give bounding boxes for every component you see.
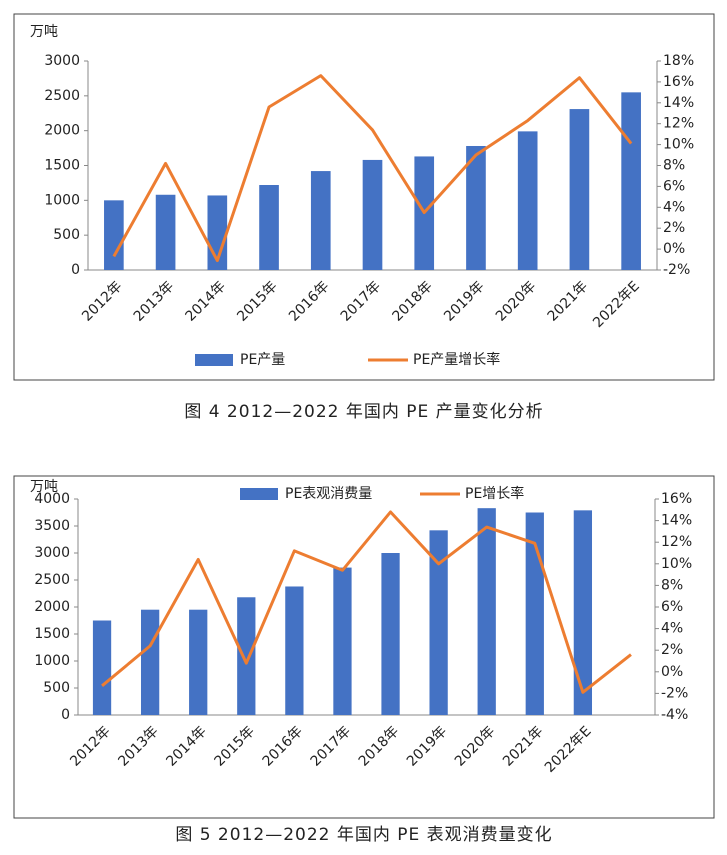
y2-tick-label: 0% <box>661 664 683 680</box>
x-tick-label: 2020年 <box>493 278 539 324</box>
bar <box>517 131 538 270</box>
x-tick-label: 2012年 <box>67 723 113 769</box>
y-tick-label: 3000 <box>44 53 80 69</box>
y-axis-label: 万吨 <box>30 24 58 40</box>
bar <box>237 597 256 715</box>
bar <box>362 159 383 270</box>
y2-tick-label: 10% <box>663 137 694 153</box>
x-tick-label: 2021年 <box>500 723 546 769</box>
x-tick-label: 2015年 <box>234 278 280 324</box>
bar <box>333 567 352 715</box>
bar <box>140 609 160 715</box>
bar <box>525 512 544 715</box>
y2-tick-label: 14% <box>663 95 694 111</box>
bar <box>569 109 590 270</box>
y-tick-label: 2000 <box>44 123 80 139</box>
bar <box>381 553 400 715</box>
caption: 图 4 2012—2022 年国内 PE 产量变化分析 <box>184 402 543 422</box>
x-tick-label: 2018年 <box>389 278 435 324</box>
chart-frame <box>13 13 715 381</box>
y2-tick-label: -4% <box>661 707 688 723</box>
y2-tick-label: -2% <box>663 262 690 278</box>
bar <box>259 185 279 270</box>
x-tick-label: 2013年 <box>115 723 161 769</box>
bar <box>189 609 208 715</box>
legend-swatch <box>195 354 233 366</box>
x-tick-label: 2014年 <box>163 723 209 769</box>
chart-frame <box>13 475 715 819</box>
y-tick-label: 1000 <box>34 653 70 669</box>
bar <box>310 171 331 270</box>
bar <box>155 194 176 270</box>
bar <box>92 620 112 715</box>
caption: 图 5 2012—2022 年国内 PE 表观消费量变化 <box>175 825 552 845</box>
x-tick-label: 2016年 <box>260 723 306 769</box>
y-tick-label: 3000 <box>34 545 70 561</box>
x-tick-label: 2022年E <box>590 278 643 331</box>
y2-tick-label: 16% <box>661 491 692 507</box>
y2-tick-label: 16% <box>663 74 694 90</box>
legend-swatch <box>240 488 278 500</box>
bar <box>429 530 448 715</box>
y-tick-label: 2000 <box>34 599 70 615</box>
y-tick-label: 500 <box>43 680 70 696</box>
x-tick-label: 2014年 <box>183 278 229 324</box>
y2-tick-label: 10% <box>661 556 692 572</box>
bar <box>621 92 641 270</box>
bar <box>477 508 496 715</box>
y2-tick-label: 18% <box>663 53 694 69</box>
x-tick-label: 2021年 <box>545 278 591 324</box>
legend-label: PE表观消费量 <box>285 486 372 502</box>
x-tick-label: 2016年 <box>286 278 332 324</box>
y-tick-label: 2500 <box>34 572 70 588</box>
x-tick-label: 2015年 <box>212 723 258 769</box>
y2-tick-label: 12% <box>663 116 694 132</box>
bar <box>573 510 593 715</box>
y2-tick-label: 8% <box>663 158 685 174</box>
bar <box>104 200 124 270</box>
y2-tick-label: 4% <box>661 621 683 637</box>
legend-label: PE产量 <box>240 352 285 368</box>
legend-label: PE产量增长率 <box>413 351 500 368</box>
y-tick-label: 4000 <box>34 491 70 507</box>
x-tick-label: 2017年 <box>338 278 384 324</box>
y-axis-label: 万吨 <box>30 479 58 495</box>
x-tick-label: 2020年 <box>452 723 498 769</box>
y2-tick-label: 2% <box>663 220 685 236</box>
legend-label: PE增长率 <box>465 485 524 502</box>
y-tick-label: 2500 <box>44 88 80 104</box>
line <box>101 510 632 694</box>
y-tick-label: 1500 <box>44 158 80 174</box>
y2-tick-label: 12% <box>661 534 692 550</box>
y-tick-label: 0 <box>61 707 70 723</box>
line <box>112 74 633 263</box>
y2-tick-label: 8% <box>661 577 683 593</box>
x-tick-label: 2018年 <box>356 723 402 769</box>
y2-tick-label: -2% <box>661 685 688 701</box>
x-tick-label: 2012年 <box>79 278 125 324</box>
bar <box>466 145 486 270</box>
y2-tick-label: 6% <box>663 178 685 194</box>
x-tick-label: 2013年 <box>131 278 177 324</box>
y2-tick-label: 2% <box>661 642 683 658</box>
y-tick-label: 1000 <box>44 192 80 208</box>
x-tick-label: 2022年E <box>542 723 595 776</box>
y2-tick-label: 0% <box>663 241 685 257</box>
y2-tick-label: 4% <box>663 199 685 215</box>
y2-tick-label: 6% <box>661 599 683 615</box>
x-tick-label: 2019年 <box>404 723 450 769</box>
bar <box>285 586 304 715</box>
y2-tick-label: 14% <box>661 513 692 529</box>
y-tick-label: 0 <box>71 262 80 278</box>
x-tick-label: 2019年 <box>441 278 487 324</box>
y-tick-label: 1500 <box>34 626 70 642</box>
x-tick-label: 2017年 <box>308 723 354 769</box>
y-tick-label: 3500 <box>34 518 70 534</box>
y-tick-label: 500 <box>53 227 80 243</box>
